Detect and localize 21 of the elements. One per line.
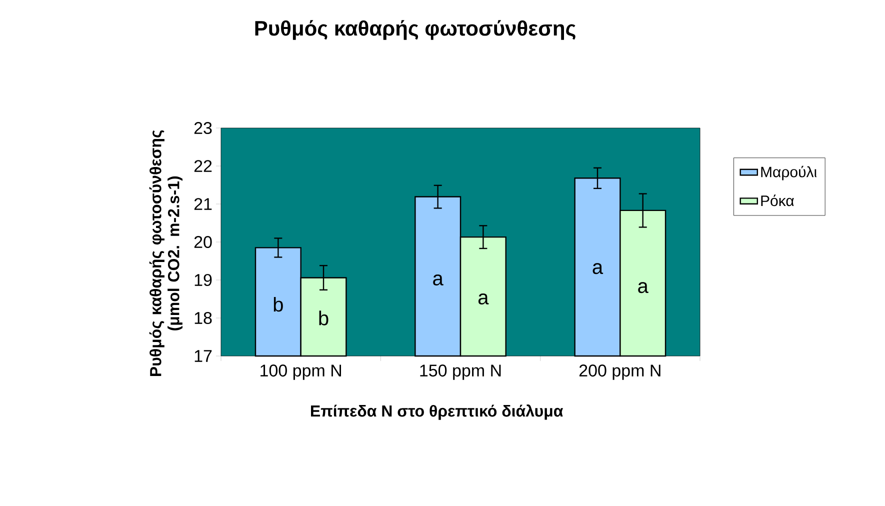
y-tick-label: 18: [194, 312, 212, 324]
y-tick-label: 20: [194, 236, 212, 248]
y-tick-label: 23: [194, 122, 212, 134]
x-tick-label: 100 ppm N: [260, 364, 341, 380]
x-tick-label: 150 ppm N: [420, 364, 501, 380]
annotation: b: [274, 296, 283, 312]
x-tick-label: 200 ppm N: [579, 364, 660, 380]
legend-label: Μαρούλι: [761, 166, 817, 180]
y-tick-label: 19: [194, 274, 212, 286]
annotation: a: [433, 274, 444, 286]
chart-title: Ρυθμός καθαρής φωτοσύνθεσης: [255, 20, 576, 40]
annotation: a: [638, 282, 648, 294]
y-tick-label: 22: [194, 160, 212, 172]
y-axis-title: Ρυθμός καθαρής φωτοσύνθεσης (μmol CO2. m-2.s-1): [149, 130, 182, 376]
legend-label: Ρόκα: [761, 194, 794, 206]
y-tick-label: 21: [194, 198, 212, 210]
annotation: a: [592, 263, 604, 274]
y-tick-label: 17: [194, 350, 212, 362]
annotation: b: [319, 310, 328, 326]
x-axis-title: Επίπεδα N στο θρεπτικό διάλυμα: [311, 404, 564, 420]
annotation: a: [478, 294, 489, 304]
